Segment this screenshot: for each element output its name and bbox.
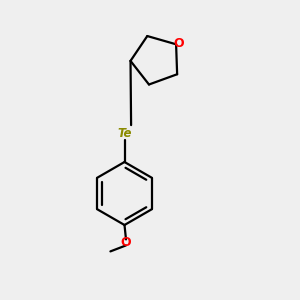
Text: O: O: [121, 236, 131, 249]
Text: O: O: [174, 37, 184, 50]
Text: Te: Te: [117, 127, 132, 140]
